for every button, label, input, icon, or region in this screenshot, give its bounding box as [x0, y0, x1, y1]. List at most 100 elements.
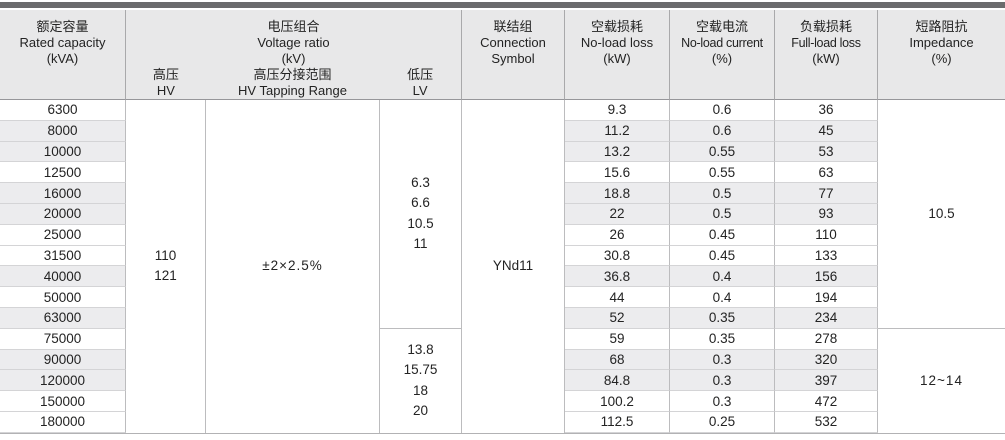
header-voltage-ratio-unit: (kV) [281, 51, 306, 66]
no-load-current-cell: 0.45 [670, 245, 775, 267]
header-connection: 联结组 Connection Symbol [462, 10, 565, 100]
no-load-current-cell: 0.3 [670, 370, 775, 392]
lv2-value-2: 15.75 [403, 362, 438, 378]
capacity-cell: 150000 [0, 391, 126, 412]
header-rated-capacity-unit: (kVA) [46, 51, 79, 66]
no-load-loss-cell: 112.5 [565, 411, 670, 433]
full-load-loss-cell: 156 [775, 266, 878, 288]
capacity-cell: 50000 [0, 287, 126, 308]
no-load-loss-cell: 26 [565, 224, 670, 246]
no-load-current-cell: 0.4 [670, 287, 775, 308]
header-voltage-ratio-group: 电压组合 Voltage ratio (kV) 高压 HV 高压分接范围 HV … [126, 10, 462, 100]
capacity-cell: 6300 [0, 100, 126, 121]
full-load-loss-cell: 77 [775, 183, 878, 204]
lv-values-cell-group2: 13.8 15.75 18 20 [380, 328, 462, 433]
capacity-cell: 25000 [0, 224, 126, 246]
capacity-cell: 16000 [0, 183, 126, 204]
no-load-current-cell: 0.6 [670, 100, 775, 121]
full-load-loss-cell: 278 [775, 328, 878, 350]
capacity-cell: 31500 [0, 245, 126, 267]
no-load-loss-cell: 68 [565, 349, 670, 371]
no-load-loss-cell: 59 [565, 328, 670, 350]
header-no-load-loss: 空载损耗 No-load loss (kW) [565, 10, 670, 100]
header-connection-zh: 联结组 [493, 19, 533, 34]
connection-symbol-value: YNd11 [492, 258, 534, 274]
impedance-cell-group1: 10.5 [878, 100, 1005, 329]
no-load-loss-cell: 52 [565, 307, 670, 329]
lv2-value-4: 20 [412, 403, 429, 419]
lv1-value-1: 6.3 [411, 174, 430, 190]
no-load-loss-cell: 13.2 [565, 141, 670, 163]
header-full-load-loss-unit: (kW) [812, 51, 840, 66]
full-load-loss-cell: 397 [775, 370, 878, 392]
header-voltage-ratio-zh: 电压组合 [267, 19, 320, 34]
header-lv-en: LV [412, 83, 428, 98]
full-load-loss-cell: 234 [775, 307, 878, 329]
lv1-value-2: 6.6 [411, 195, 430, 211]
capacity-cell: 63000 [0, 307, 126, 329]
tapping-range-cell: ±2×2.5% [206, 100, 380, 433]
header-connection-en: Connection [480, 35, 546, 50]
header-hv-tapping-en: HV Tapping Range [238, 83, 347, 98]
header-no-load-current-zh: 空载电流 [695, 19, 748, 34]
no-load-current-cell: 0.6 [670, 120, 775, 142]
capacity-cell: 20000 [0, 203, 126, 225]
no-load-loss-cell: 11.2 [565, 120, 670, 142]
lv1-value-3: 10.5 [407, 215, 434, 231]
no-load-loss-cell: 84.8 [565, 370, 670, 392]
full-load-loss-cell: 93 [775, 203, 878, 225]
full-load-loss-cell: 472 [775, 391, 878, 412]
header-full-load-loss: 负载损耗 Full-load loss (kW) [775, 10, 878, 100]
header-full-load-loss-zh: 负载损耗 [799, 19, 852, 34]
header-hv-en: HV [156, 83, 175, 98]
no-load-loss-cell: 15.6 [565, 162, 670, 184]
top-divider-bar [0, 2, 1005, 8]
full-load-loss-cell: 63 [775, 162, 878, 184]
header-no-load-loss-zh: 空载损耗 [590, 19, 643, 34]
header-lv: 低压 LV [379, 67, 461, 99]
header-voltage-ratio-en: Voltage ratio [257, 35, 330, 50]
no-load-loss-cell: 44 [565, 287, 670, 308]
header-no-load-loss-en: No-load loss [580, 35, 654, 50]
full-load-loss-cell: 194 [775, 287, 878, 308]
capacity-cell: 12500 [0, 162, 126, 184]
header-no-load-current-en: No-load current [681, 36, 763, 50]
no-load-current-cell: 0.35 [670, 307, 775, 329]
header-no-load-current-unit: (%) [711, 51, 733, 66]
lv2-value-1: 13.8 [407, 341, 434, 357]
lv1-value-4: 11 [413, 236, 428, 252]
no-load-loss-cell: 18.8 [565, 183, 670, 204]
header-hv-tapping-zh: 高压分接范围 [253, 67, 332, 82]
no-load-current-cell: 0.55 [670, 141, 775, 163]
capacity-cell: 8000 [0, 120, 126, 142]
header-hv-tapping: 高压分接范围 HV Tapping Range [206, 67, 379, 99]
hv-value-1: 110 [154, 247, 177, 263]
header-connection-en2: Symbol [491, 51, 535, 66]
lv2-value-3: 18 [412, 382, 429, 398]
capacity-cell: 75000 [0, 328, 126, 350]
full-load-loss-cell: 36 [775, 100, 878, 121]
header-rated-capacity: 额定容量 Rated capacity (kVA) [0, 10, 126, 100]
no-load-loss-cell: 22 [565, 203, 670, 225]
header-rated-capacity-zh: 额定容量 [36, 19, 89, 34]
no-load-current-cell: 0.5 [670, 203, 775, 225]
tapping-range-value: ±2×2.5% [262, 258, 323, 274]
header-voltage-ratio: 电压组合 Voltage ratio (kV) [126, 19, 461, 67]
full-load-loss-cell: 133 [775, 245, 878, 267]
no-load-current-cell: 0.55 [670, 162, 775, 184]
header-impedance: 短路阻抗 Impedance (%) [878, 10, 1005, 100]
header-rated-capacity-en: Rated capacity [19, 35, 106, 50]
capacity-cell: 10000 [0, 141, 126, 163]
no-load-current-cell: 0.5 [670, 183, 775, 204]
spec-grid: 额定容量 Rated capacity (kVA) 电压组合 Voltage r… [0, 10, 1005, 434]
no-load-current-cell: 0.45 [670, 224, 775, 246]
no-load-loss-cell: 100.2 [565, 391, 670, 412]
hv-values-cell: 110 121 [126, 100, 206, 433]
full-load-loss-cell: 45 [775, 120, 878, 142]
impedance-value-group2: 12~14 [920, 372, 963, 388]
connection-symbol-cell: YNd11 [462, 100, 565, 433]
header-no-load-current: 空载电流 No-load current (%) [670, 10, 775, 100]
header-hv-zh: 高压 [152, 67, 179, 82]
impedance-cell-group2: 12~14 [878, 328, 1005, 433]
